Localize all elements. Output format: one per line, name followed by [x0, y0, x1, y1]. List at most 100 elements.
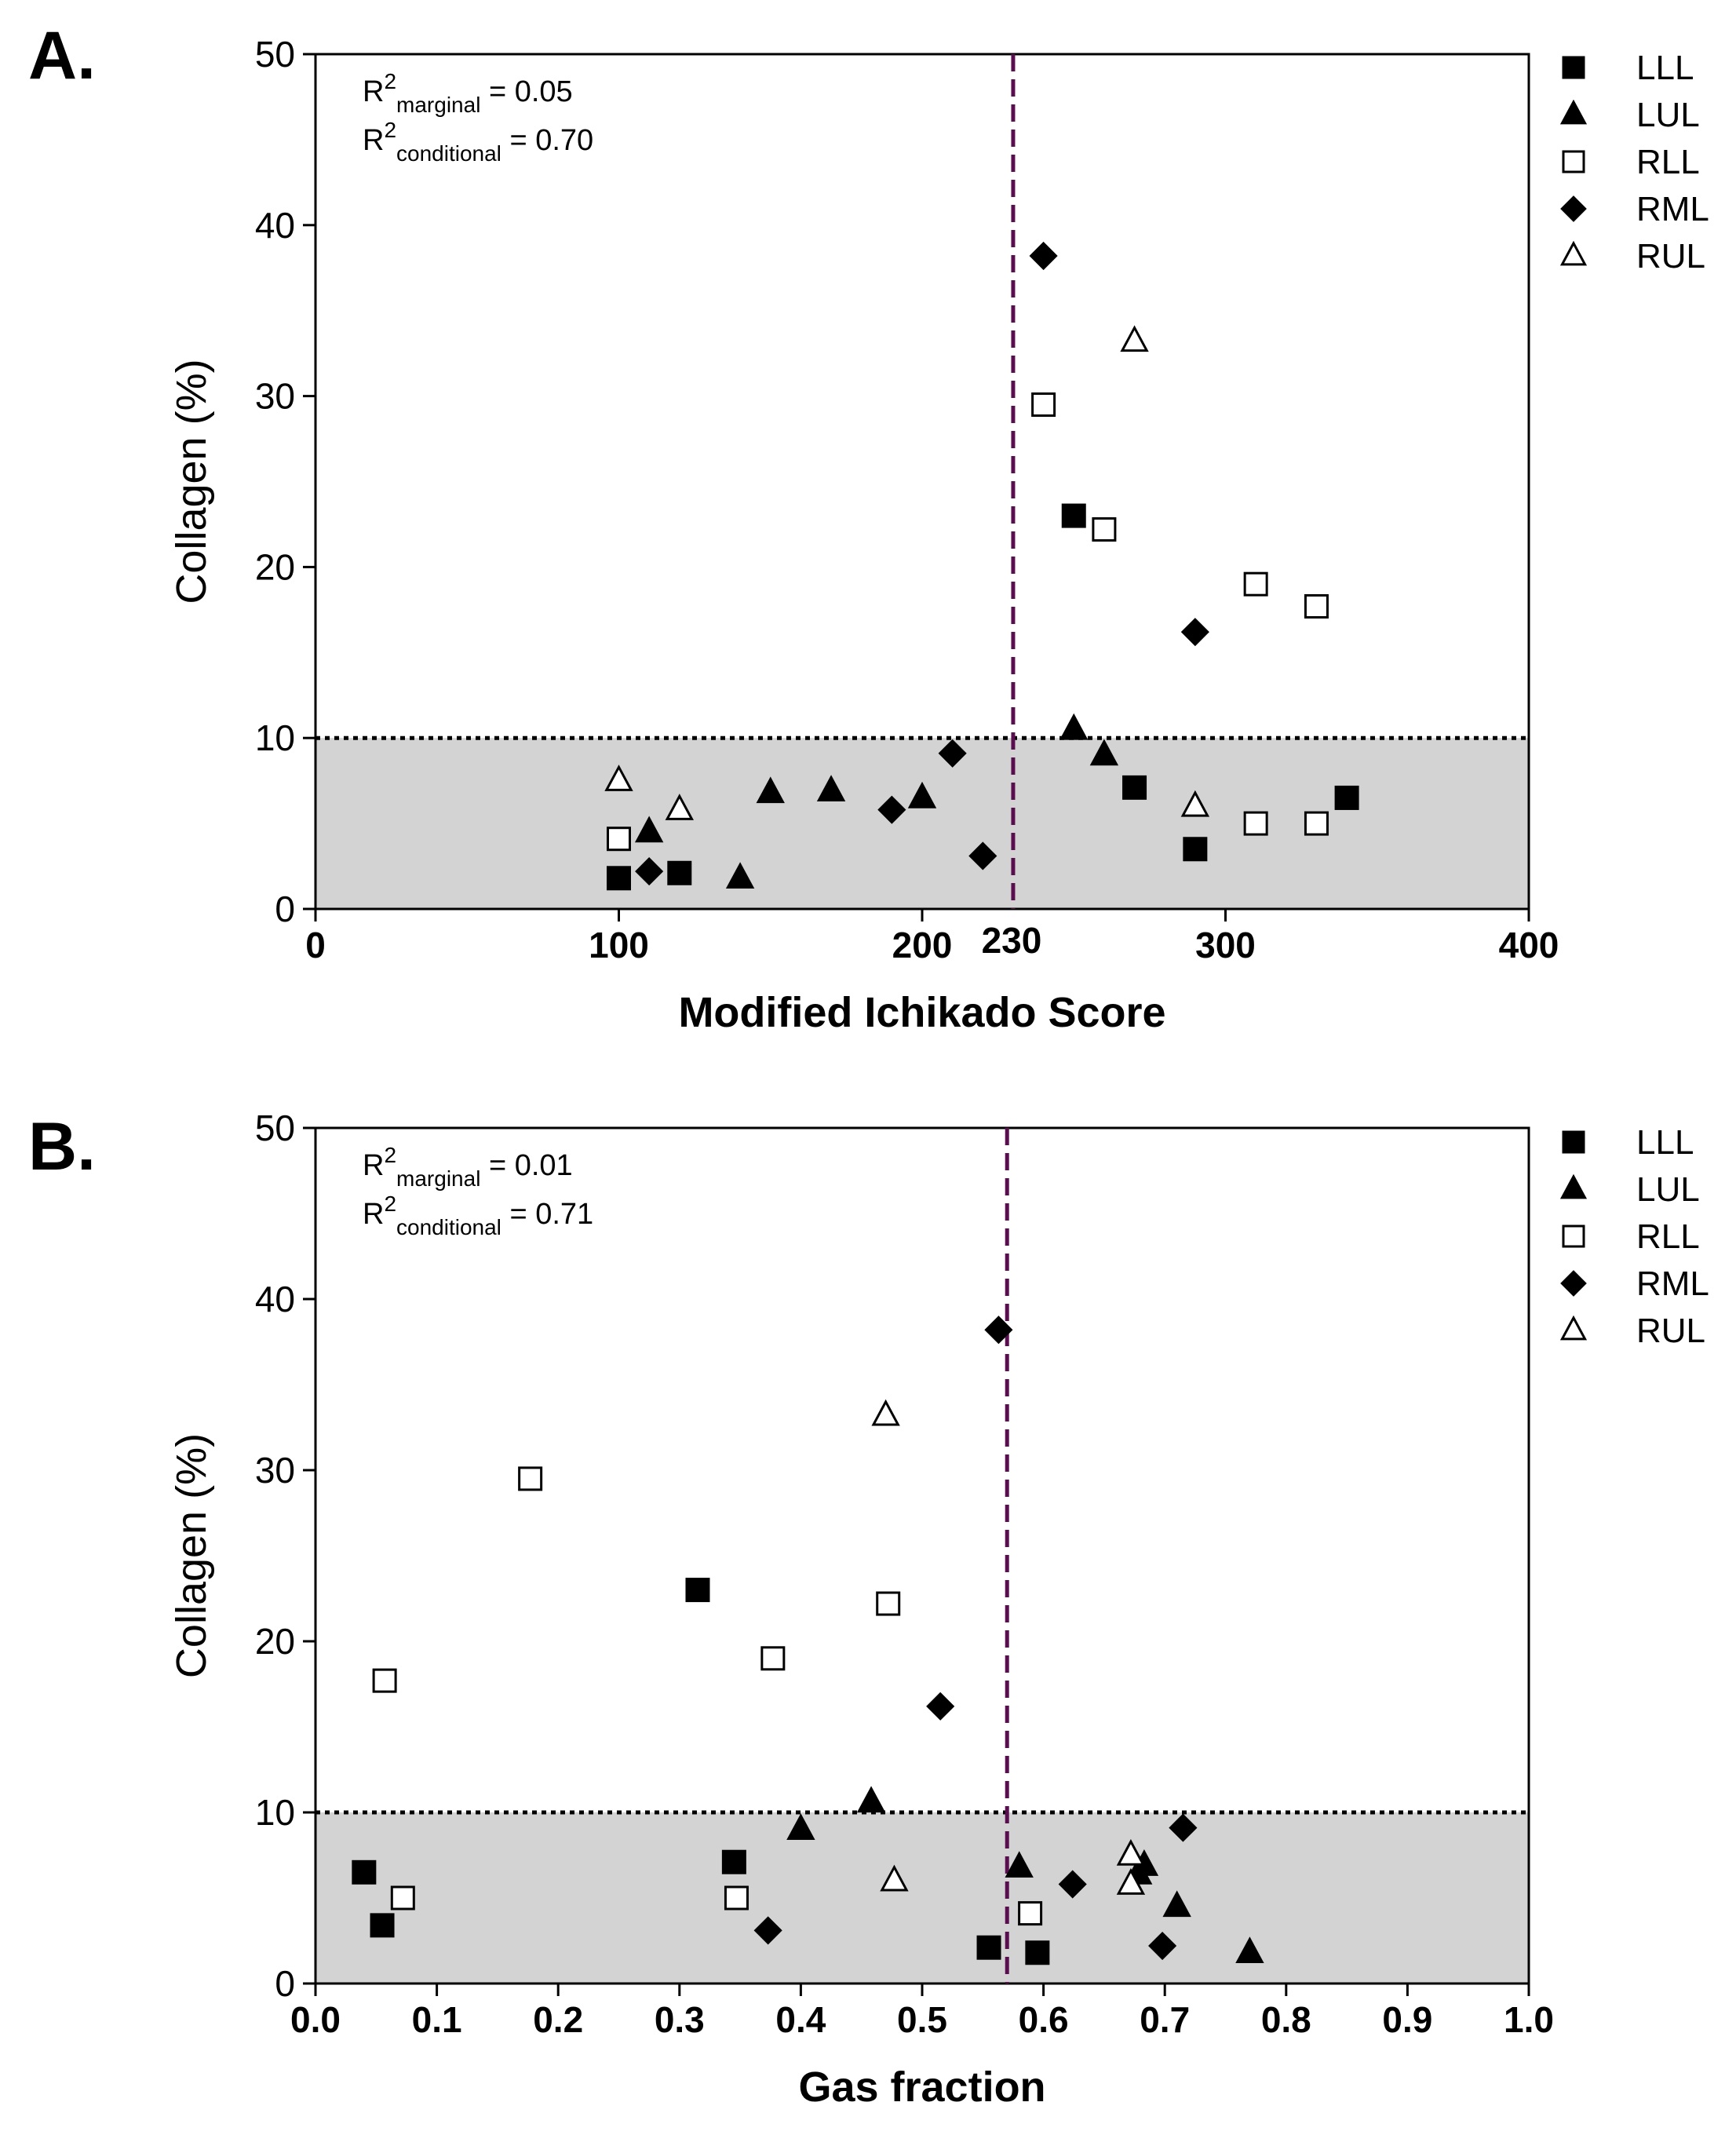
annotation-part: 2 — [384, 1192, 396, 1216]
x-tick-label: 100 — [589, 925, 649, 965]
series-rul — [604, 325, 1210, 820]
legend: LLL LUL RLL RML RUL — [1559, 49, 1709, 276]
legend-label-rul: RUL — [1636, 1312, 1705, 1350]
data-point-lll — [685, 1578, 710, 1603]
series-rul — [871, 1399, 1146, 1895]
annotation-part: marginal — [396, 1166, 480, 1191]
annotation-part: R — [363, 1149, 384, 1182]
series-lll — [352, 1578, 1050, 1965]
data-point-rll — [607, 827, 631, 852]
annotation-part: = 0.01 — [480, 1149, 572, 1182]
series-lul — [634, 713, 1119, 889]
legend: LLL LUL RLL RML RUL — [1559, 1123, 1709, 1350]
annotation-part: = 0.70 — [501, 124, 593, 157]
x-tick-label: 400 — [1499, 925, 1559, 965]
data-point-lll — [607, 866, 631, 891]
panel-b: B. 0 10 20 30 40 50 0.0 0.1 0.2 0.3 0.4 0.5 0.6 0.7 0.8… — [28, 1108, 1709, 2111]
x-tick-label: 0.5 — [897, 1999, 947, 2040]
legend-label-lul: LUL — [1636, 1170, 1700, 1209]
annotation-part: 2 — [384, 1143, 396, 1167]
data-point-lul — [786, 1813, 815, 1841]
y-tick-label: 30 — [255, 1450, 295, 1491]
data-point-lul — [1162, 1890, 1191, 1918]
data-point-lll — [721, 1849, 746, 1874]
y-tick-label: 30 — [255, 376, 295, 417]
legend-marker-rml — [1560, 195, 1587, 222]
annotation-part: conditional — [396, 141, 501, 166]
series-lll — [607, 503, 1359, 891]
annotation-part: 2 — [384, 69, 396, 93]
data-point-lul — [856, 1786, 886, 1813]
data-point-rll — [1031, 392, 1056, 417]
data-point-rml — [753, 1916, 782, 1945]
y-tick-label: 0 — [275, 1963, 295, 2004]
data-point-rml — [968, 841, 997, 870]
data-point-rml — [635, 857, 664, 886]
data-point-lul — [816, 775, 846, 801]
series-rll — [607, 392, 1329, 852]
data-point-rll — [372, 1668, 397, 1693]
x-tick-label: 300 — [1195, 925, 1256, 965]
x-tick-label: 0.6 — [1019, 1999, 1069, 2040]
data-point-rll — [760, 1646, 786, 1671]
data-point-rll — [1243, 571, 1268, 597]
x-tick-label: 0.3 — [655, 1999, 705, 2040]
data-point-rml — [926, 1692, 955, 1721]
data-point-rll — [724, 1885, 749, 1911]
y-tick-label: 10 — [255, 1792, 295, 1833]
x-tick-label-threshold: 230 — [982, 920, 1042, 961]
y-tick-label: 20 — [255, 546, 295, 587]
data-point-rul — [604, 765, 633, 791]
data-point-lll — [1061, 503, 1086, 528]
x-tick-label: 0.4 — [775, 1999, 826, 2040]
y-tick-label: 40 — [255, 1279, 295, 1319]
x-tick-label: 0.2 — [533, 1999, 583, 2040]
y-tick-label: 20 — [255, 1621, 295, 1662]
x-tick-label: 1.0 — [1504, 1999, 1554, 2040]
x-tick-label: 0.1 — [412, 1999, 462, 2040]
data-point-rml — [938, 739, 967, 768]
annotation-part: = 0.71 — [501, 1198, 593, 1231]
legend-label-lll: LLL — [1636, 1123, 1694, 1162]
data-point-lll — [1334, 785, 1359, 810]
data-point-rll — [1243, 811, 1268, 836]
series-rll — [372, 1466, 1043, 1926]
y-tick-label: 40 — [255, 205, 295, 246]
data-point-lul — [1059, 713, 1089, 740]
legend-marker-rul — [1559, 1315, 1588, 1341]
data-point-lll — [1025, 1940, 1050, 1965]
annotation-part: R — [363, 75, 384, 108]
legend-label-rul: RUL — [1636, 237, 1705, 276]
data-point-rml — [877, 795, 906, 824]
x-axis-title: Gas fraction — [798, 2064, 1045, 2111]
y-tick-label: 0 — [275, 889, 295, 929]
annotation-part: R — [363, 1198, 384, 1231]
data-point-lll — [976, 1935, 1001, 1960]
data-point-lll — [667, 860, 692, 885]
annotation-part: conditional — [396, 1215, 501, 1239]
data-point-rml — [1169, 1813, 1198, 1842]
series-rml — [753, 1316, 1198, 1961]
series-lul — [786, 1786, 1264, 1964]
r2-conditional: R2conditional = 0.71 — [363, 1192, 593, 1239]
x-tick-label: 0.9 — [1382, 1999, 1432, 2040]
y-axis-title: Collagen (%) — [168, 359, 215, 604]
legend-label-lll: LLL — [1636, 49, 1694, 87]
data-point-lul — [907, 781, 937, 808]
x-axis-title: Modified Ichikado Score — [678, 989, 1165, 1036]
legend-label-rll: RLL — [1636, 143, 1700, 181]
data-point-rll — [1304, 593, 1329, 619]
y-tick-label: 50 — [255, 34, 295, 75]
panel-a: A. 0 10 20 30 40 50 0 100 200 300 400 230 Modified Ic… — [28, 18, 1709, 1036]
data-point-rml — [1148, 1931, 1177, 1961]
data-point-rll — [1304, 811, 1329, 836]
legend-marker-rll — [1562, 150, 1585, 173]
legend-label-rml: RML — [1636, 1265, 1709, 1303]
annotation-part: 2 — [384, 118, 396, 142]
x-tick-label: 0.7 — [1140, 1999, 1190, 2040]
shaded-region — [315, 1812, 1529, 1984]
y-axis-title: Collagen (%) — [168, 1433, 215, 1678]
data-point-rml — [1180, 618, 1209, 647]
series-rml — [635, 241, 1209, 886]
